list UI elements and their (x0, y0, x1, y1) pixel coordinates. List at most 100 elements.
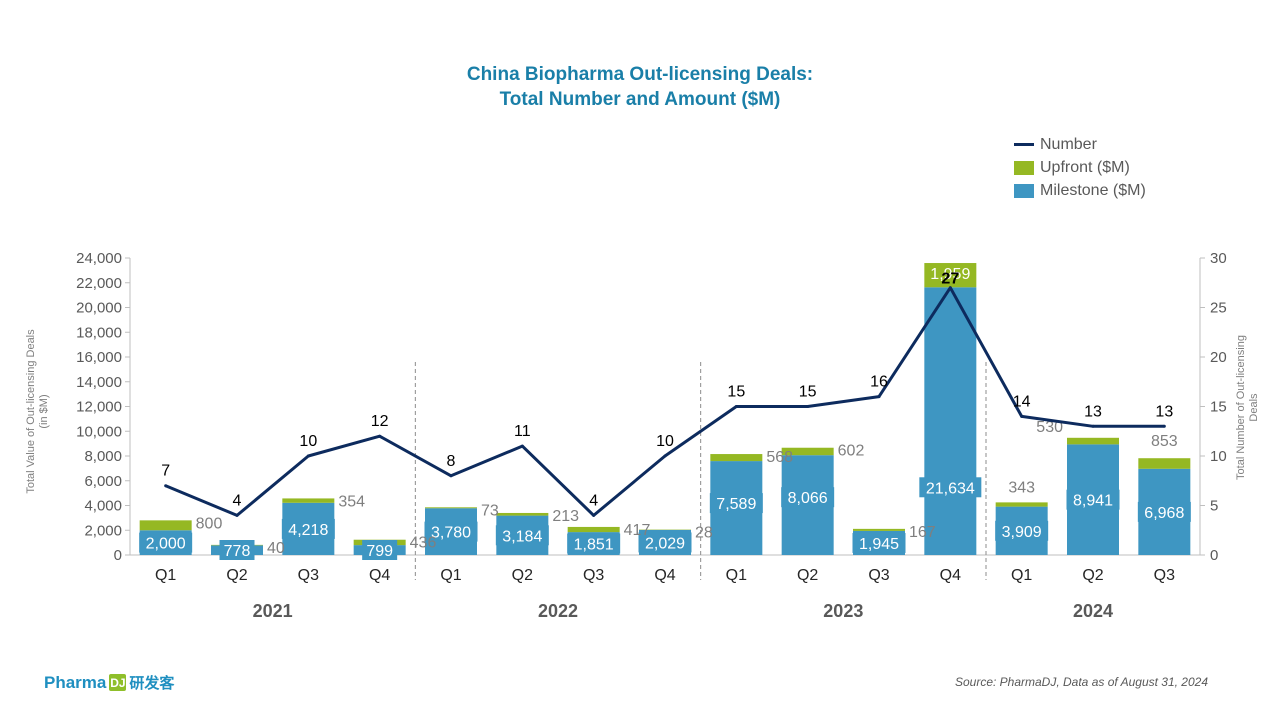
number-label: 15 (799, 384, 817, 401)
milestone-label: 3,780 (431, 525, 471, 542)
number-label: 13 (1155, 403, 1173, 420)
number-label: 8 (447, 453, 456, 470)
x-tick-label: Q1 (155, 567, 176, 584)
number-label: 4 (233, 492, 242, 509)
x-tick-label: Q4 (654, 567, 675, 584)
y-left-tick-label: 22,000 (76, 275, 122, 292)
y-left-tick-label: 14,000 (76, 374, 122, 391)
y-right-axis-title-line2: Deals (1248, 393, 1260, 422)
upfront-label: 1,959 (930, 266, 970, 283)
milestone-label-box (567, 533, 621, 554)
milestone-label-box (852, 532, 906, 553)
number-point (235, 513, 239, 517)
milestone-label: 4,218 (288, 522, 328, 539)
number-label: 16 (870, 374, 888, 391)
y-left-tick-label: 16,000 (76, 349, 122, 366)
milestone-label: 1,851 (574, 537, 614, 554)
milestone-label-box (495, 525, 549, 546)
y-left-tick-label: 6,000 (84, 473, 122, 490)
y-right-tick-label: 30 (1210, 250, 1227, 267)
x-tick-label: Q3 (298, 567, 319, 584)
upfront-label: 602 (838, 443, 865, 460)
number-label: 12 (371, 413, 389, 430)
milestone-label: 6,968 (1144, 505, 1184, 522)
milestone-label-box (1137, 501, 1191, 522)
bar-upfront (425, 507, 477, 509)
legend-item-upfront: Upfront ($M) (1014, 156, 1146, 179)
number-point (734, 405, 738, 408)
milestone-label: 799 (366, 543, 393, 560)
milestone-label: 7,589 (716, 496, 756, 513)
number-point (449, 474, 453, 478)
y-left-tick-label: 2,000 (84, 522, 122, 539)
number-point (1091, 424, 1095, 428)
upfront-label: 213 (552, 508, 579, 525)
y-right-axis-title-line1: Total Number of Out-licensing (1235, 335, 1247, 480)
milestone-label: 3,909 (1002, 524, 1042, 541)
bar-upfront (567, 526, 620, 533)
x-tick-label: Q3 (1154, 567, 1175, 584)
y-left-tick-label: 24,000 (76, 250, 122, 267)
upfront-label: 436 (410, 535, 437, 552)
legend-swatch-upfront (1014, 160, 1034, 175)
bar-upfront (1138, 458, 1191, 469)
milestone-label-box (995, 520, 1049, 541)
y-left-tick-label: 10,000 (76, 423, 122, 440)
upfront-label: 354 (338, 493, 365, 510)
x-tick-label: Q2 (226, 567, 247, 584)
number-point (520, 444, 524, 448)
number-label: 13 (1084, 403, 1102, 420)
y-left-tick-label: 18,000 (76, 324, 122, 341)
upfront-label: 40 (267, 540, 285, 557)
legend-swatch-milestone (1014, 183, 1034, 198)
upfront-label: 167 (909, 524, 936, 541)
year-label: 2022 (538, 601, 578, 621)
x-tick-label: Q1 (726, 567, 747, 584)
upfront-label: 343 (1008, 479, 1035, 496)
milestone-label: 8,941 (1073, 493, 1113, 510)
milestone-label-box (139, 532, 193, 553)
bar-upfront (781, 447, 834, 456)
milestone-label: 3,184 (502, 528, 542, 545)
x-tick-label: Q2 (512, 567, 533, 584)
pharmadj-logo: Pharma DJ 研发客 (44, 672, 174, 693)
logo-cn-text: 研发客 (129, 675, 175, 692)
number-point (378, 434, 382, 438)
y-left-tick-label: 20,000 (76, 300, 122, 317)
milestone-label-box (219, 540, 255, 560)
number-label: 10 (299, 433, 317, 450)
x-tick-label: Q4 (940, 567, 961, 584)
legend-item-number: Number (1014, 133, 1146, 156)
logo-mark-icon: DJ (109, 674, 127, 691)
number-point (1020, 414, 1024, 418)
number-label: 14 (1013, 393, 1031, 410)
number-label: 11 (514, 423, 531, 440)
number-point (948, 286, 952, 290)
y-right-tick-label: 10 (1210, 448, 1227, 465)
milestone-label-box (638, 532, 692, 553)
x-tick-label: Q4 (369, 567, 390, 584)
bar-upfront (995, 502, 1048, 507)
y-left-axis-title-line1: Total Value of Out-licensing Deals (25, 329, 37, 494)
upfront-label: 853 (1151, 433, 1178, 450)
y-right-tick-label: 5 (1210, 498, 1218, 515)
legend-swatch-number (1014, 143, 1034, 146)
bar-upfront (282, 498, 335, 503)
milestone-label: 21,634 (926, 480, 975, 497)
number-label: 15 (727, 384, 745, 401)
milestone-label: 2,029 (645, 535, 685, 552)
milestone-label: 1,945 (859, 536, 899, 553)
logo-text: Pharma (44, 672, 107, 692)
number-point (306, 454, 310, 458)
milestone-label: 8,066 (788, 490, 828, 507)
x-tick-label: Q3 (583, 567, 604, 584)
number-label: 27 (941, 271, 959, 288)
x-tick-label: Q2 (1082, 567, 1103, 584)
chart-title-line1: China Biopharma Out-licensing Deals: (466, 64, 814, 85)
legend-label-number: Number (1040, 135, 1097, 153)
upfront-label: 530 (1036, 419, 1063, 436)
legend-label-upfront: Upfront ($M) (1040, 158, 1130, 176)
milestone-label-box (781, 487, 835, 508)
milestone-label: 778 (224, 543, 251, 560)
